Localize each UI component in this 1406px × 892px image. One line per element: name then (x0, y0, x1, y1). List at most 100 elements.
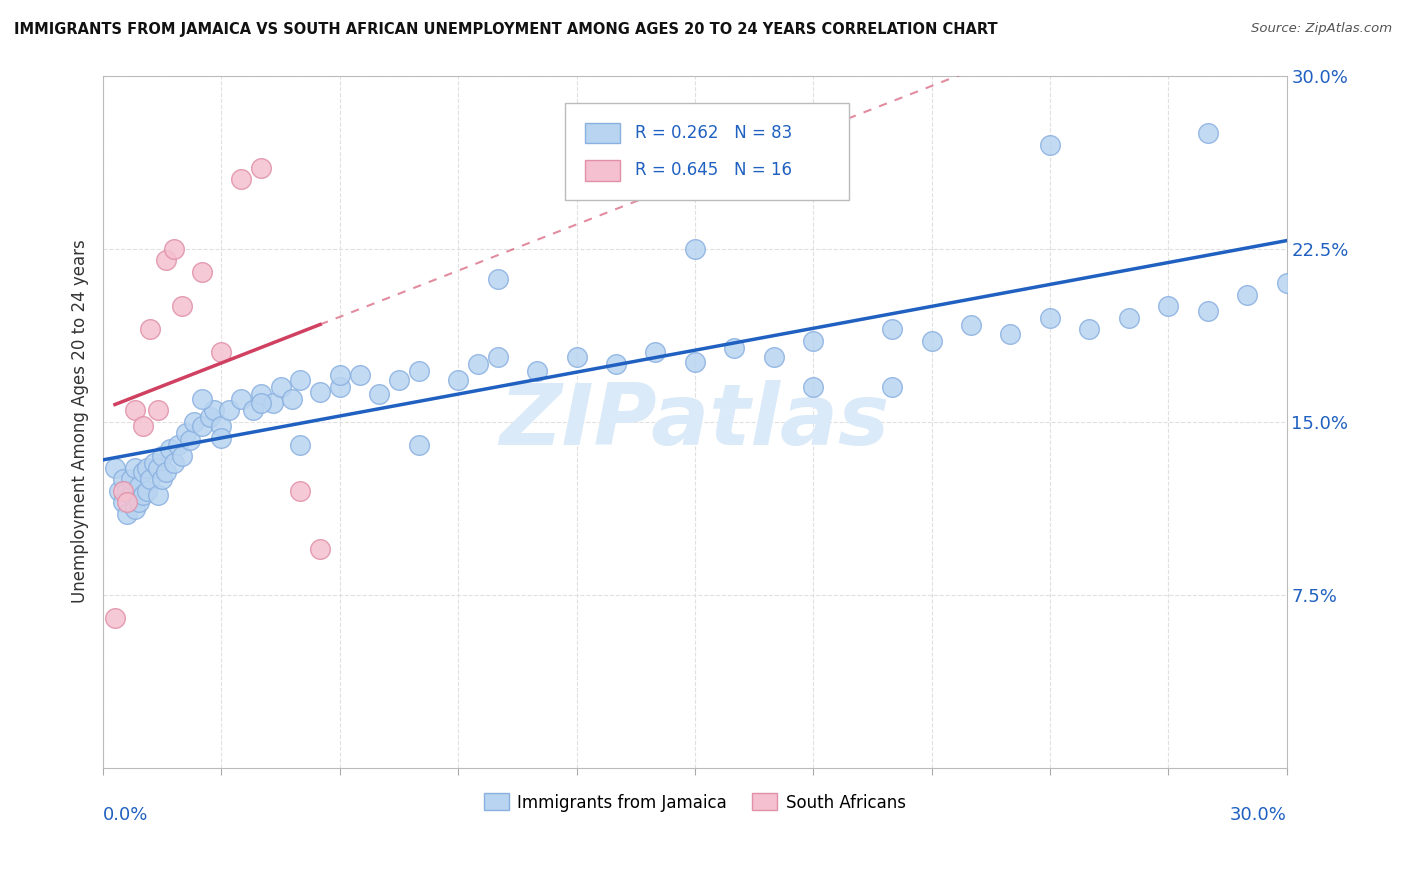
Point (131, 466, 153, 480)
Point (1275, 276, 1298, 290)
Y-axis label: Unemployment Among Ages 20 to 24 years: Unemployment Among Ages 20 to 24 years (72, 240, 89, 604)
Point (880, 380, 903, 394)
Point (1197, 304, 1219, 318)
Point (104, 460, 127, 475)
Point (262, 396, 284, 410)
Point (242, 403, 264, 417)
Point (111, 495, 134, 509)
Point (290, 483, 312, 498)
Point (281, 392, 304, 406)
Point (486, 350, 509, 364)
Text: R = 0.262   N = 83: R = 0.262 N = 83 (634, 124, 792, 142)
Point (1118, 310, 1140, 325)
Point (148, 403, 170, 417)
Point (329, 368, 352, 383)
FancyBboxPatch shape (565, 103, 849, 200)
Point (1078, 322, 1101, 336)
Point (762, 350, 785, 364)
Text: R = 0.645   N = 16: R = 0.645 N = 16 (634, 161, 792, 179)
Point (801, 380, 824, 394)
Text: Source: ZipAtlas.com: Source: ZipAtlas.com (1251, 22, 1392, 36)
Point (143, 456, 166, 470)
Point (408, 364, 430, 378)
Point (231, 172, 253, 186)
Point (211, 419, 233, 434)
Point (921, 334, 943, 348)
Point (111, 483, 134, 498)
Point (170, 299, 193, 313)
Point (124, 403, 146, 417)
Point (131, 419, 153, 434)
Point (179, 433, 201, 447)
Point (309, 541, 332, 556)
Point (167, 438, 190, 452)
Point (1000, 326, 1022, 341)
Point (467, 357, 489, 371)
FancyBboxPatch shape (585, 160, 620, 181)
Point (108, 483, 131, 498)
Point (150, 472, 173, 486)
Point (880, 322, 903, 336)
Point (801, 334, 824, 348)
Point (163, 242, 186, 256)
Point (148, 488, 170, 502)
Point (270, 380, 292, 394)
Point (368, 387, 391, 401)
Point (218, 403, 240, 417)
Point (135, 460, 157, 475)
Point (349, 368, 371, 383)
Legend: Immigrants from Jamaica, South Africans: Immigrants from Jamaica, South Africans (478, 787, 912, 818)
Point (290, 438, 312, 452)
Point (139, 322, 162, 336)
Point (1039, 310, 1062, 325)
Point (960, 318, 983, 332)
Point (115, 495, 138, 509)
Point (388, 373, 411, 387)
Point (135, 483, 157, 498)
Point (1157, 299, 1180, 313)
Point (198, 409, 221, 424)
Point (104, 611, 127, 625)
Text: 30.0%: 30.0% (1230, 805, 1286, 824)
Point (190, 419, 212, 434)
Point (250, 161, 273, 175)
Point (150, 449, 173, 463)
Point (115, 507, 138, 521)
Point (526, 364, 548, 378)
Point (139, 472, 162, 486)
Point (1197, 126, 1219, 140)
Point (128, 479, 150, 493)
Point (683, 242, 706, 256)
Point (163, 456, 186, 470)
Point (202, 403, 225, 417)
Point (329, 380, 352, 394)
Point (1236, 287, 1258, 301)
FancyBboxPatch shape (585, 122, 620, 144)
Point (120, 472, 142, 486)
Point (155, 466, 177, 480)
Point (290, 373, 312, 387)
Point (111, 472, 134, 486)
Point (190, 265, 212, 279)
Point (159, 442, 181, 457)
Point (309, 384, 332, 399)
Text: 0.0%: 0.0% (103, 805, 149, 824)
Point (250, 387, 273, 401)
Point (644, 345, 666, 359)
Point (148, 460, 170, 475)
Point (683, 354, 706, 368)
Point (120, 488, 142, 502)
Text: IMMIGRANTS FROM JAMAICA VS SOUTH AFRICAN UNEMPLOYMENT AMONG AGES 20 TO 24 YEARS : IMMIGRANTS FROM JAMAICA VS SOUTH AFRICAN… (14, 22, 998, 37)
Point (211, 345, 233, 359)
Point (183, 415, 205, 429)
Point (155, 253, 177, 268)
Point (115, 483, 138, 498)
Point (1039, 137, 1062, 152)
Point (723, 341, 745, 355)
Point (124, 460, 146, 475)
Point (211, 431, 233, 445)
Point (408, 438, 430, 452)
Point (231, 392, 253, 406)
Point (565, 161, 588, 175)
Point (605, 357, 627, 371)
